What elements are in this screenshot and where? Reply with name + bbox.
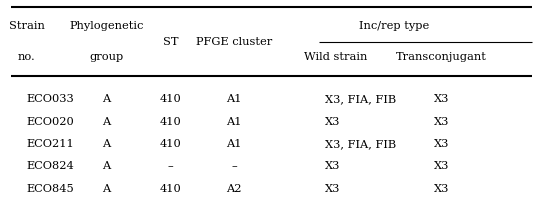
- Text: ECO845: ECO845: [27, 183, 74, 193]
- Text: Inc/rep type: Inc/rep type: [359, 21, 429, 31]
- Text: Strain: Strain: [9, 21, 45, 31]
- Text: X3: X3: [325, 183, 340, 193]
- Text: 410: 410: [160, 116, 181, 126]
- Text: X3: X3: [434, 205, 450, 206]
- Text: A: A: [103, 161, 111, 171]
- Text: X3, FIA, FIB: X3, FIA, FIB: [325, 205, 396, 206]
- Text: ECO922: ECO922: [27, 205, 74, 206]
- Text: group: group: [90, 52, 124, 62]
- Text: X3, FIA, FIB: X3, FIA, FIB: [325, 138, 396, 148]
- Text: A: A: [103, 183, 111, 193]
- Text: ECO020: ECO020: [27, 116, 74, 126]
- Text: no.: no.: [18, 52, 36, 62]
- Text: –: –: [168, 161, 173, 171]
- Text: X3, FIA, FIB: X3, FIA, FIB: [325, 94, 396, 104]
- Text: A1: A1: [226, 138, 242, 148]
- Text: ECO211: ECO211: [27, 138, 74, 148]
- Text: A3: A3: [226, 205, 242, 206]
- Text: A: A: [103, 138, 111, 148]
- Text: A1: A1: [226, 116, 242, 126]
- Text: ST: ST: [163, 36, 178, 46]
- Text: X3: X3: [434, 183, 450, 193]
- Text: 410: 410: [160, 138, 181, 148]
- Text: 410: 410: [160, 94, 181, 104]
- Text: Wild strain: Wild strain: [304, 52, 367, 62]
- Text: A1: A1: [226, 94, 242, 104]
- Text: –: –: [231, 161, 237, 171]
- Text: 410: 410: [160, 205, 181, 206]
- Text: X3: X3: [434, 94, 450, 104]
- Text: X3: X3: [325, 161, 340, 171]
- Text: A: A: [103, 116, 111, 126]
- Text: X3: X3: [325, 116, 340, 126]
- Text: Transconjugant: Transconjugant: [396, 52, 487, 62]
- Text: 410: 410: [160, 183, 181, 193]
- Text: Phylogenetic: Phylogenetic: [70, 21, 144, 31]
- Text: A: A: [103, 94, 111, 104]
- Text: ECO033: ECO033: [27, 94, 74, 104]
- Text: PFGE cluster: PFGE cluster: [196, 36, 273, 46]
- Text: ECO824: ECO824: [27, 161, 74, 171]
- Text: X3: X3: [434, 116, 450, 126]
- Text: A: A: [103, 205, 111, 206]
- Text: X3: X3: [434, 138, 450, 148]
- Text: X3: X3: [434, 161, 450, 171]
- Text: A2: A2: [226, 183, 242, 193]
